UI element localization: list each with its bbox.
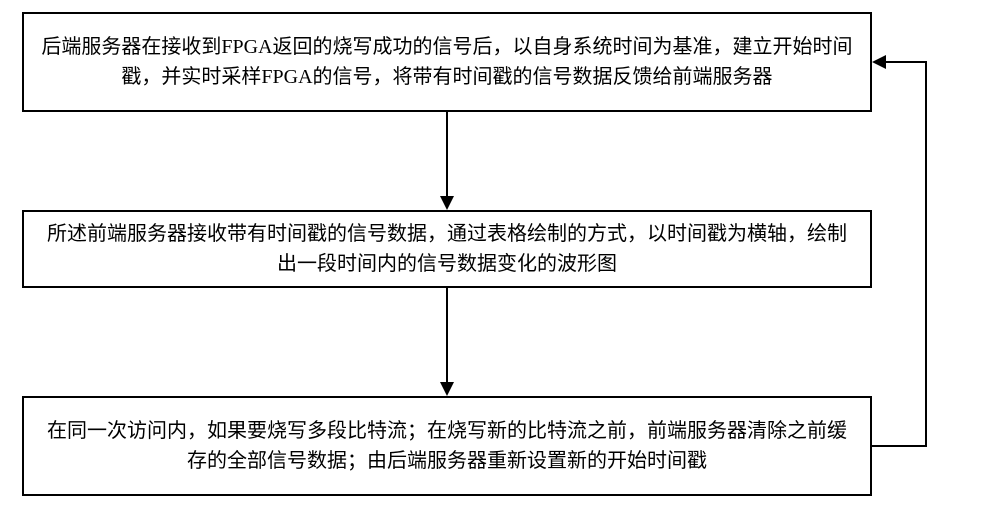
- flowchart-box-1: 后端服务器在接收到FPGA返回的烧写成功的信号后，以自身系统时间为基准，建立开始…: [22, 12, 872, 112]
- flowchart-box-2: 所述前端服务器接收带有时间戳的信号数据，通过表格绘制的方式，以时间戳为横轴，绘制…: [22, 210, 872, 288]
- box-1-text: 后端服务器在接收到FPGA返回的烧写成功的信号后，以自身系统时间为基准，建立开始…: [40, 32, 854, 92]
- arrow-3-head: [872, 55, 886, 69]
- flowchart-box-3: 在同一次访问内，如果要烧写多段比特流；在烧写新的比特流之前，前端服务器清除之前缓…: [22, 396, 872, 496]
- arrow-3-seg3: [886, 61, 927, 63]
- arrow-2-head: [440, 382, 454, 396]
- arrow-1-head: [440, 196, 454, 210]
- arrow-3-seg1: [872, 445, 927, 447]
- box-2-text: 所述前端服务器接收带有时间戳的信号数据，通过表格绘制的方式，以时间戳为横轴，绘制…: [40, 219, 854, 279]
- arrow-1-line: [446, 112, 448, 196]
- arrow-3-seg2: [925, 61, 927, 447]
- box-3-text: 在同一次访问内，如果要烧写多段比特流；在烧写新的比特流之前，前端服务器清除之前缓…: [40, 416, 854, 476]
- arrow-2-line: [446, 288, 448, 382]
